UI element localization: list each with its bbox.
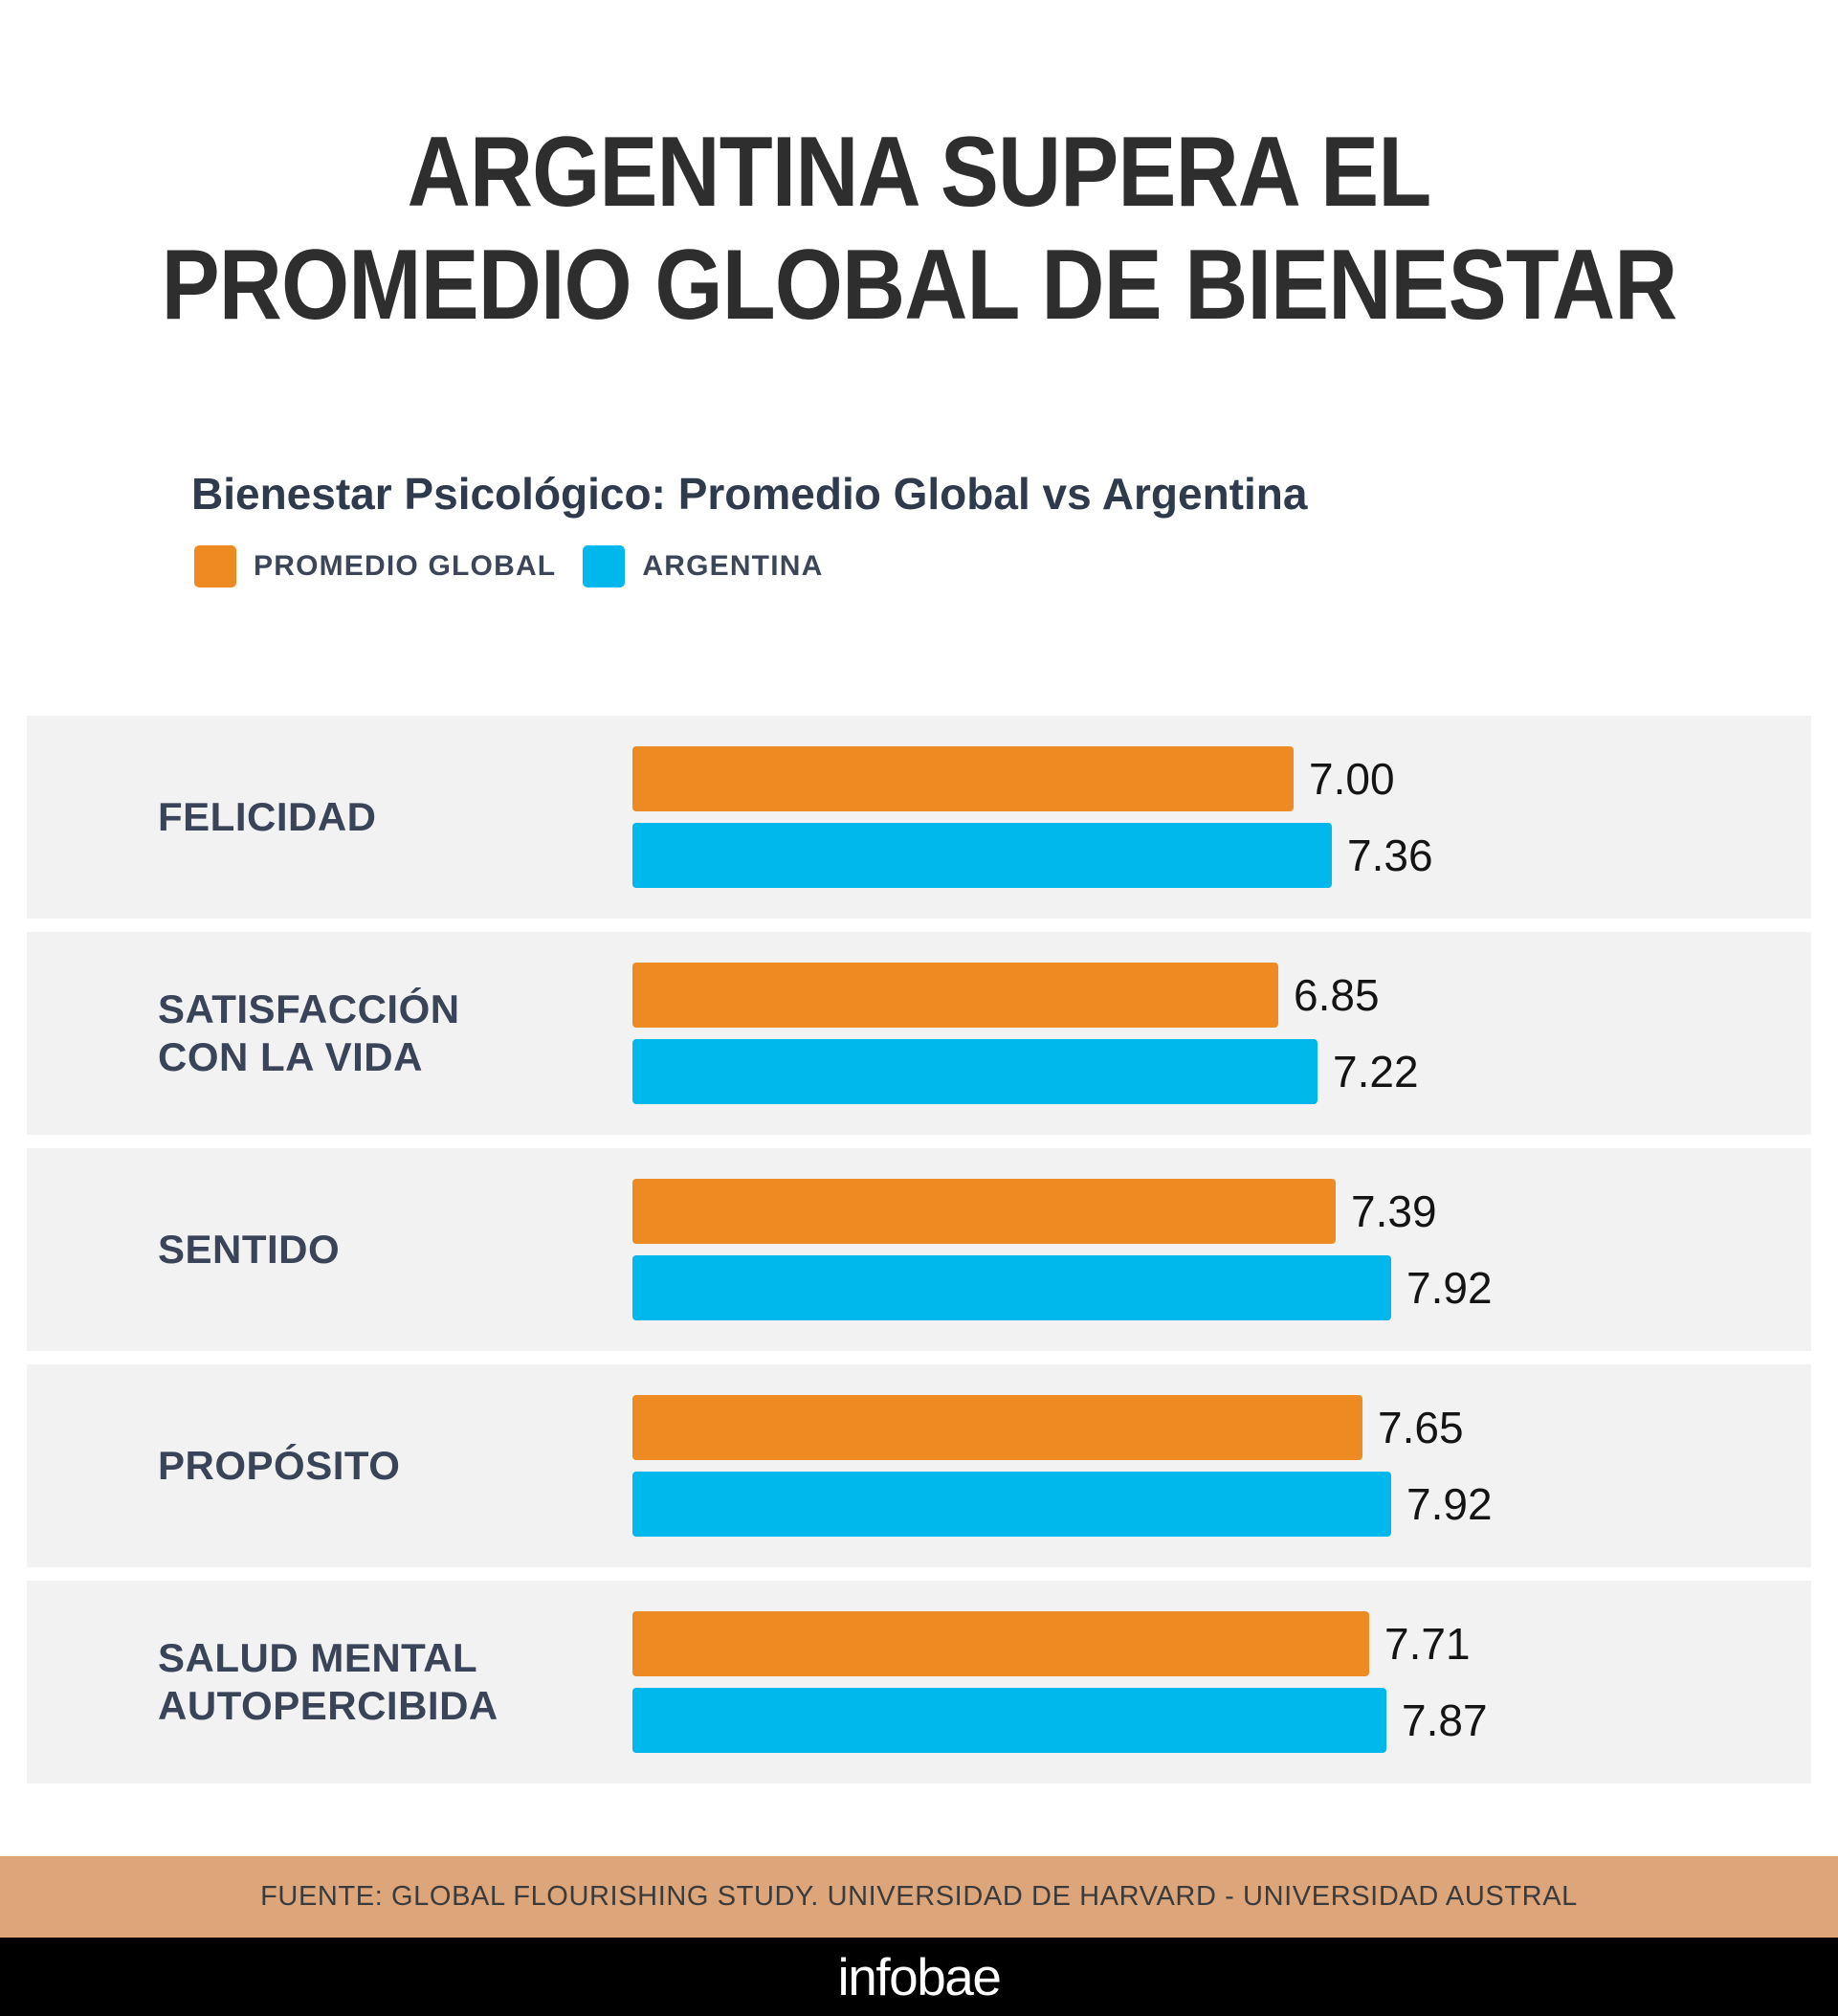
bar-value-argentina: 7.92 xyxy=(1406,1479,1493,1529)
chart-row-bars: 7.00 7.36 xyxy=(632,746,1811,888)
chart-row-label: SENTIDO xyxy=(158,1226,560,1274)
chart-legend: PROMEDIO GLOBAL ARGENTINA xyxy=(194,545,823,587)
infobae-logo: infobae xyxy=(837,1946,1002,2006)
bar-line-argentina: 7.92 xyxy=(632,1472,1811,1537)
chart-row-label: FELICIDAD xyxy=(158,793,560,841)
chart-row: SENTIDO 7.39 7.92 xyxy=(27,1148,1811,1351)
bar-value-promedio-global: 7.39 xyxy=(1351,1186,1437,1236)
bar-value-promedio-global: 7.00 xyxy=(1309,754,1395,804)
bar-line-promedio-global: 7.71 xyxy=(632,1611,1811,1676)
bar-value-promedio-global: 7.71 xyxy=(1384,1619,1471,1669)
chart-row-label-line: SENTIDO xyxy=(158,1227,341,1272)
bar-promedio-global xyxy=(632,963,1278,1028)
source-text: FUENTE: GLOBAL FLOURISHING STUDY. UNIVER… xyxy=(260,1881,1578,1912)
chart-row-bars: 7.71 7.87 xyxy=(632,1611,1811,1753)
bar-value-argentina: 7.22 xyxy=(1333,1047,1419,1097)
chart-subtitle: Bienestar Psicológico: Promedio Global v… xyxy=(191,469,1308,519)
page-title: ARGENTINA SUPERA EL PROMEDIO GLOBAL DE B… xyxy=(0,122,1838,335)
chart-row-label-line: PROPÓSITO xyxy=(158,1443,401,1488)
bar-argentina xyxy=(632,823,1332,888)
chart-row-label-line: SALUD MENTAL xyxy=(158,1635,478,1680)
bar-argentina xyxy=(632,1255,1391,1320)
bar-value-promedio-global: 6.85 xyxy=(1294,970,1380,1020)
bar-promedio-global xyxy=(632,1395,1362,1460)
legend-label-promedio-global: PROMEDIO GLOBAL xyxy=(254,550,557,582)
chart-row-label: SALUD MENTAL AUTOPERCIBIDA xyxy=(158,1634,560,1730)
brand-bar: infobae xyxy=(0,1938,1838,2016)
bar-value-argentina: 7.36 xyxy=(1347,831,1433,880)
title-line-1: ARGENTINA SUPERA EL xyxy=(407,117,1432,228)
bar-argentina xyxy=(632,1688,1386,1753)
chart-row: SALUD MENTAL AUTOPERCIBIDA 7.71 7.87 xyxy=(27,1581,1811,1783)
chart-row: FELICIDAD 7.00 7.36 xyxy=(27,716,1811,919)
bar-line-argentina: 7.22 xyxy=(632,1039,1811,1104)
legend-swatch-icon-argentina xyxy=(583,545,626,587)
legend-label-argentina: ARGENTINA xyxy=(642,550,824,582)
bar-promedio-global xyxy=(632,1611,1369,1676)
source-bar: FUENTE: GLOBAL FLOURISHING STUDY. UNIVER… xyxy=(0,1856,1838,1938)
chart-row-label: PROPÓSITO xyxy=(158,1442,560,1490)
chart-row-bars: 7.39 7.92 xyxy=(632,1179,1811,1320)
bar-value-argentina: 7.92 xyxy=(1406,1263,1493,1313)
chart-row: SATISFACCIÓN CON LA VIDA 6.85 7.22 xyxy=(27,932,1811,1135)
bar-value-promedio-global: 7.65 xyxy=(1378,1403,1464,1452)
bar-argentina xyxy=(632,1472,1391,1537)
chart-row-label-line: FELICIDAD xyxy=(158,794,377,839)
bar-line-promedio-global: 7.65 xyxy=(632,1395,1811,1460)
bar-promedio-global xyxy=(632,746,1294,811)
bar-value-argentina: 7.87 xyxy=(1402,1695,1488,1745)
chart-row: PROPÓSITO 7.65 7.92 xyxy=(27,1364,1811,1567)
title-line-2: PROMEDIO GLOBAL DE BIENESTAR xyxy=(161,230,1678,341)
chart-row-bars: 7.65 7.92 xyxy=(632,1395,1811,1537)
legend-item-promedio-global: PROMEDIO GLOBAL xyxy=(194,545,556,587)
chart-row-bars: 6.85 7.22 xyxy=(632,963,1811,1104)
bar-promedio-global xyxy=(632,1179,1336,1244)
legend-item-argentina: ARGENTINA xyxy=(583,545,823,587)
bar-argentina xyxy=(632,1039,1318,1104)
bar-line-promedio-global: 7.00 xyxy=(632,746,1811,811)
bar-line-promedio-global: 7.39 xyxy=(632,1179,1811,1244)
chart-row-label: SATISFACCIÓN CON LA VIDA xyxy=(158,986,560,1081)
chart-row-label-line: CON LA VIDA xyxy=(158,1034,423,1079)
bar-line-argentina: 7.87 xyxy=(632,1688,1811,1753)
bar-line-argentina: 7.92 xyxy=(632,1255,1811,1320)
chart-row-label-line: SATISFACCIÓN xyxy=(158,986,460,1031)
bar-chart: FELICIDAD 7.00 7.36 SATISFACCIÓN CON LA VIDA… xyxy=(27,716,1811,1797)
legend-swatch-icon-promedio-global xyxy=(194,545,236,587)
bar-line-promedio-global: 6.85 xyxy=(632,963,1811,1028)
bar-line-argentina: 7.36 xyxy=(632,823,1811,888)
chart-row-label-line: AUTOPERCIBIDA xyxy=(158,1683,498,1728)
